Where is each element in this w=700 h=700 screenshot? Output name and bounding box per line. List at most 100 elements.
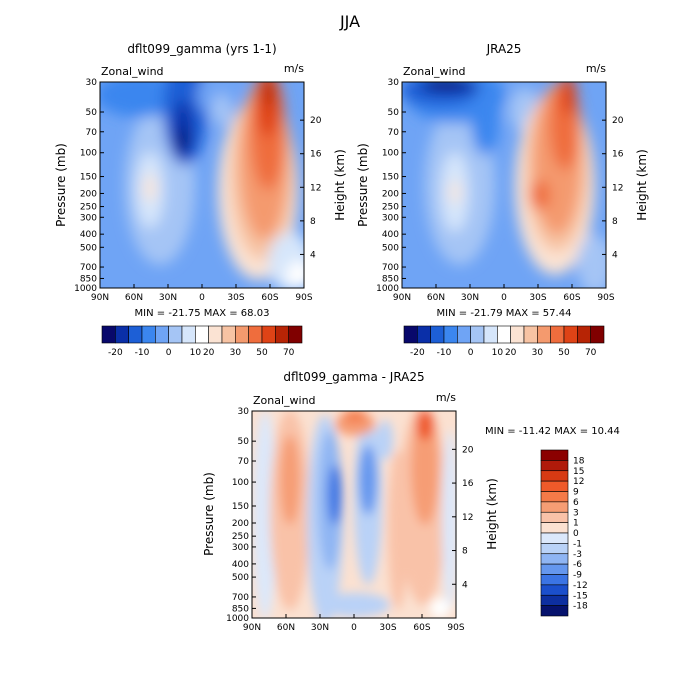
colorbar-swatch [550, 325, 565, 344]
pressure-tick-label: 700 [232, 593, 249, 603]
colorbar-label: -3 [573, 550, 582, 560]
panel-title: JRA25 [486, 42, 522, 56]
latitude-tick-label: 90S [597, 293, 614, 303]
colorbar-swatch [540, 584, 569, 596]
colorbar-swatch [540, 543, 569, 555]
colorbar-swatch [540, 480, 569, 492]
pressure-tick-label: 30 [238, 407, 250, 417]
latitude-tick-label: 60N [125, 293, 143, 303]
colorbar-swatch [208, 325, 223, 344]
height-tick-label: 16 [462, 479, 474, 489]
colorbar: -20 -10 0 10 20 30 50 70 [403, 325, 605, 358]
colorbar-swatch [540, 605, 569, 617]
colorbar-swatch [101, 325, 116, 344]
panel-difference: dflt099_gamma - JRA25 Zonal_wind m/s [202, 370, 620, 633]
colorbar-label: 0 [468, 348, 474, 358]
colorbar-label: -18 [573, 602, 588, 612]
colorbar-swatch [403, 325, 418, 344]
panel-reanalysis: JRA25 Zonal_wind m/s [356, 42, 649, 358]
y2-axis-label: Height (km) [333, 149, 347, 220]
colorbar: -20 -10 0 10 20 30 50 70 [101, 325, 303, 358]
height-tick-label: 12 [612, 183, 623, 193]
colorbar-swatch [497, 325, 511, 344]
height-tick-label: 4 [310, 250, 316, 260]
min-max-readout: MIN = -21.79 MAX = 57.44 [437, 308, 572, 319]
latitude-axis: 90N 60N 30N 0 30S 60S 90S [243, 614, 465, 633]
latitude-tick-label: 0 [351, 623, 357, 633]
panel-title: dflt099_gamma - JRA25 [283, 370, 424, 384]
units-label: m/s [436, 391, 456, 404]
latitude-axis: 90N 60N 30N 0 30S 60S 90S [393, 284, 615, 303]
pressure-tick-label: 400 [382, 230, 399, 240]
colorbar-swatch [540, 553, 569, 565]
colorbar-label: 30 [532, 348, 544, 358]
latitude-tick-label: 30S [529, 293, 546, 303]
colorbar-label: -15 [573, 591, 588, 601]
pressure-tick-label: 850 [232, 604, 249, 614]
pressure-tick-label: 500 [80, 243, 97, 253]
pressure-tick-label: 250 [80, 203, 97, 213]
pressure-tick-label: 200 [232, 519, 249, 529]
pressure-tick-label: 100 [80, 149, 97, 159]
pressure-tick-label: 300 [382, 213, 399, 223]
colorbar-label: 6 [573, 498, 579, 508]
colorbar-swatch [510, 325, 525, 344]
colorbar-swatch [288, 325, 303, 344]
colorbar-label: -10 [437, 348, 452, 358]
contour-field [402, 82, 606, 288]
colorbar-swatch [483, 325, 498, 344]
pressure-tick-label: 1000 [226, 614, 249, 624]
colorbar-swatch [235, 325, 249, 344]
height-axis: 4 8 12 16 20 [452, 445, 474, 590]
pressure-tick-label: 50 [388, 108, 400, 118]
colorbar-swatch [537, 325, 551, 344]
pressure-tick-label: 200 [382, 189, 399, 199]
pressure-tick-label: 850 [382, 274, 399, 284]
contour-field [252, 411, 456, 618]
height-tick-label: 8 [612, 217, 618, 227]
pressure-tick-label: 70 [86, 128, 98, 138]
contour-field [100, 82, 304, 288]
pressure-tick-label: 700 [80, 263, 97, 273]
latitude-tick-label: 90N [243, 623, 261, 633]
colorbar-swatch [540, 563, 569, 575]
colorbar-label: 3 [573, 508, 579, 518]
colorbar-swatch [261, 325, 276, 344]
latitude-tick-label: 30N [311, 623, 329, 633]
latitude-tick-label: 90N [91, 293, 109, 303]
latitude-tick-label: 30N [461, 293, 479, 303]
colorbar-swatch [128, 325, 143, 344]
height-tick-label: 20 [612, 116, 624, 126]
latitude-tick-label: 60S [261, 293, 278, 303]
height-tick-label: 8 [462, 547, 468, 557]
colorbar-swatch [577, 325, 591, 344]
pressure-tick-label: 200 [80, 189, 97, 199]
latitude-tick-label: 90S [447, 623, 464, 633]
latitude-tick-label: 0 [199, 293, 205, 303]
colorbar-label: 20 [203, 348, 215, 358]
pressure-tick-label: 250 [382, 203, 399, 213]
colorbar-label: 70 [283, 348, 295, 358]
pressure-tick-label: 300 [232, 543, 249, 553]
latitude-tick-label: 30S [379, 623, 396, 633]
colorbar-swatch [443, 325, 458, 344]
height-tick-label: 12 [310, 183, 321, 193]
height-tick-label: 16 [612, 150, 624, 160]
colorbar-swatch [221, 325, 236, 344]
colorbar-swatch [540, 594, 569, 606]
colorbar-label: 10 [492, 348, 504, 358]
latitude-tick-label: 30S [227, 293, 244, 303]
colorbar-swatch [141, 325, 156, 344]
colorbar-label: -10 [135, 348, 150, 358]
colorbar-swatch [417, 325, 431, 344]
y-axis-label: Pressure (mb) [202, 472, 216, 556]
latitude-tick-label: 60N [277, 623, 295, 633]
latitude-tick-label: 90N [393, 293, 411, 303]
y2-axis-label: Height (km) [635, 149, 649, 220]
latitude-tick-label: 60S [413, 623, 430, 633]
pressure-tick-label: 50 [86, 108, 98, 118]
colorbar-swatch [115, 325, 129, 344]
